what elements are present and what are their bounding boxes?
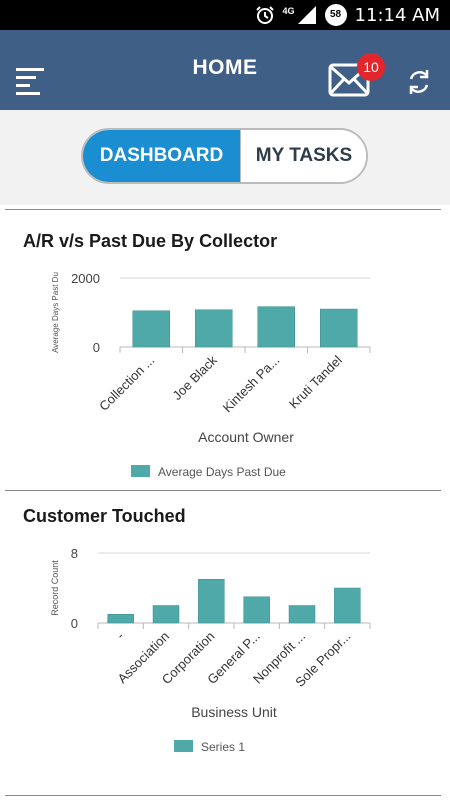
legend-label: Series 1 bbox=[201, 740, 245, 754]
legend-swatch bbox=[131, 465, 150, 477]
tab-my-tasks[interactable]: MY TASKS bbox=[240, 130, 366, 182]
battery-icon: 58 bbox=[324, 4, 347, 26]
alarm-icon bbox=[255, 6, 274, 24]
tab-dashboard[interactable]: DASHBOARD bbox=[83, 130, 240, 182]
x-tick-label: Collection ... bbox=[96, 353, 157, 414]
network-label: 4G bbox=[282, 6, 295, 16]
chart1-title: A/R v/s Past Due By Collector bbox=[23, 231, 278, 251]
x-tick-label: Kruti Tandel bbox=[286, 352, 345, 411]
bar bbox=[320, 308, 358, 348]
battery-level: 58 bbox=[329, 9, 342, 20]
bar bbox=[132, 310, 170, 348]
bar bbox=[107, 614, 134, 624]
page-title: HOME bbox=[192, 56, 258, 79]
x-axis-title: Business Unit bbox=[191, 704, 277, 720]
hamburger-menu-icon[interactable] bbox=[16, 67, 46, 95]
card-divider bbox=[5, 490, 441, 491]
tab-segment-control: DASHBOARD MY TASKS bbox=[81, 128, 368, 184]
sync-icon[interactable] bbox=[404, 67, 434, 97]
y-tick-label: 2000 bbox=[71, 271, 100, 286]
y-tick-label: 8 bbox=[71, 546, 78, 561]
signal-icon bbox=[297, 6, 316, 24]
status-bar: 4G 58 11:14 AM bbox=[0, 0, 450, 30]
card-divider bbox=[5, 209, 441, 210]
chart2-title: Customer Touched bbox=[23, 506, 186, 526]
bar bbox=[257, 306, 295, 348]
bar bbox=[288, 605, 316, 624]
y-tick-label: 0 bbox=[71, 616, 78, 631]
card-divider bbox=[5, 795, 441, 796]
mail-badge: 10 bbox=[357, 53, 385, 81]
bar bbox=[195, 309, 233, 348]
bar bbox=[334, 587, 361, 624]
status-time: 11:14 AM bbox=[354, 4, 440, 26]
bar bbox=[243, 596, 270, 624]
app-bar: HOME 10 bbox=[0, 30, 450, 110]
tab-bar-area: DASHBOARD MY TASKS bbox=[0, 110, 450, 205]
x-tick-label: - bbox=[113, 629, 127, 643]
y-axis-title: Record Count bbox=[50, 560, 60, 616]
x-tick-label: Kintesh Pa... bbox=[220, 353, 283, 416]
bar bbox=[198, 579, 225, 624]
chart-ar-past-due: 2000 0 Average Days Past Du Collection ... J… bbox=[51, 271, 371, 479]
bar bbox=[152, 605, 180, 624]
y-tick-label: 0 bbox=[93, 340, 100, 355]
legend-swatch bbox=[174, 740, 193, 752]
y-axis-title: Average Days Past Du bbox=[51, 272, 60, 353]
x-tick-label: Joe Black bbox=[169, 352, 220, 403]
legend-label: Average Days Past Due bbox=[158, 465, 286, 479]
x-axis-title: Account Owner bbox=[198, 429, 294, 445]
